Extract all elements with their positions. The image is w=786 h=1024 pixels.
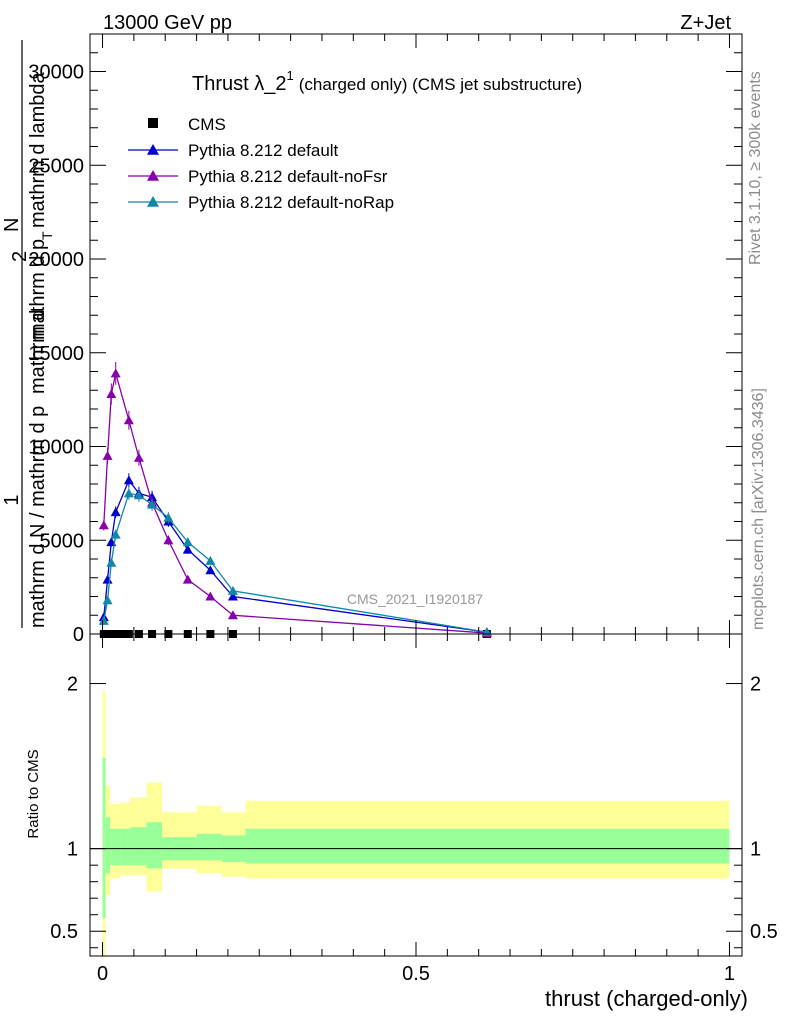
- pythia-8-212-default-nofsr-point: [102, 450, 113, 460]
- ratio-band-stat: [245, 828, 730, 864]
- legend-label-pythia-8-212-default-nofsr: Pythia 8.212 default-noFsr: [188, 167, 388, 186]
- legend: CMS Pythia 8.212 default Pythia 8.212 defa…: [128, 115, 394, 212]
- ratio-band-stat: [146, 822, 163, 869]
- ratio-tick-label-right: 1: [750, 839, 761, 861]
- ratio-tick-label-right: 2: [750, 674, 761, 696]
- x-tick-label: 0.5: [402, 963, 430, 985]
- pythia-8-212-default-nofsr-point: [123, 415, 134, 425]
- pythia-8-212-default-norap-point: [133, 490, 144, 500]
- pythia-8-212-default-norap-point: [106, 557, 117, 567]
- y-tick-label: 30000: [28, 62, 84, 84]
- y-tick-label: 0: [73, 624, 84, 646]
- y-tick-label: 10000: [28, 437, 84, 459]
- rivet-label: Rivet 3.1.10, ≥ 300k events: [747, 71, 764, 265]
- pythia-8-212-default-norap-point: [102, 595, 113, 605]
- ratio-plot-frame: [89, 633, 743, 957]
- pythia-8-212-default-norap-point: [163, 512, 174, 522]
- pythia-8-212-default-nofsr-point: [106, 389, 117, 398]
- y-label-dp: mathrm d p: [27, 239, 49, 340]
- ratio-plot-area: [90, 691, 742, 956]
- pythia-8-212-default-norap-point: [123, 488, 134, 498]
- ratio-band-stat: [102, 757, 106, 919]
- ratio-tick-label-left: 2: [67, 674, 78, 696]
- legend-marker-pythia-8-212-default-norap: [147, 196, 159, 207]
- y-label-dlambda: mathrm d lambda: [27, 72, 49, 228]
- pythia-8-212-default-norap-point: [227, 585, 238, 595]
- ratio-band-stat: [130, 827, 147, 866]
- legend-marker-pythia-8-212-default-nofsr: [147, 170, 159, 181]
- y-label-two: 2: [9, 251, 31, 262]
- pythia-8-212-default-nofsr-point: [110, 368, 121, 378]
- pythia-8-212-default-norap-point: [147, 499, 158, 509]
- y-label-one: 1: [1, 494, 23, 505]
- legend-label-cms: CMS: [188, 115, 226, 134]
- legend-marker-cms: [148, 118, 158, 128]
- pythia-8-212-default-nofsr-point: [205, 591, 216, 601]
- process-label: Z+Jet: [680, 12, 731, 34]
- mcplots-label: mcplots.cern.ch [arXiv:1306.3436]: [750, 388, 767, 630]
- y-tick-label: 20000: [28, 249, 84, 271]
- pythia-8-212-default-norap-point: [110, 529, 121, 539]
- y-axis-label: 1 mathrm d N / mathrm d p mathrm d 2 N m…: [1, 40, 55, 628]
- pythia-8-212-default-norap-line: [103, 492, 487, 633]
- ratio-tick-label-right: 0.5: [750, 921, 778, 943]
- analysis-watermark: CMS_2021_I1920187: [347, 591, 483, 607]
- pythia-8-212-default-nofsr-point: [133, 452, 144, 462]
- pythia-8-212-default-norap-point: [182, 537, 193, 547]
- main-plot-area: [98, 362, 492, 638]
- pythia-8-212-default-norap-point: [98, 615, 109, 625]
- y-label-n: N: [1, 218, 23, 232]
- y-label-t: T: [39, 231, 55, 240]
- pythia-8-212-default-point: [227, 591, 238, 601]
- ratio-tick-label-left: 0.5: [50, 921, 78, 943]
- energy-label: 13000 GeV pp: [103, 12, 232, 34]
- ratio-band-stat: [105, 817, 111, 874]
- pythia-8-212-default-point: [110, 507, 121, 517]
- x-tick-label: 1: [724, 963, 735, 985]
- y-label-d: mathrm d: [27, 310, 49, 394]
- pythia-8-212-default-nofsr-point: [182, 574, 193, 584]
- legend-label-pythia-8-212-default-norap: Pythia 8.212 default-noRap: [188, 193, 394, 212]
- y-tick-label: 15000: [28, 343, 84, 365]
- pythia-8-212-default-nofsr-point: [227, 610, 238, 620]
- ratio-band-stat: [196, 833, 222, 861]
- pythia-8-212-default-nofsr-point: [163, 535, 174, 545]
- pythia-8-212-default-point: [182, 544, 193, 554]
- y-tick-label: 5000: [40, 530, 85, 552]
- pythia-8-212-default-point: [102, 574, 113, 584]
- pythia-8-212-default-norap-point: [205, 555, 216, 565]
- ratio-band-stat: [120, 828, 131, 866]
- x-tick-label: 0: [97, 963, 108, 985]
- pythia-8-212-default-line: [103, 478, 487, 633]
- x-axis-label: thrust (charged-only): [545, 986, 748, 1011]
- y-tick-label: 25000: [28, 155, 84, 177]
- legend-marker-pythia-8-212-default: [147, 144, 159, 155]
- ratio-band-stat: [110, 828, 121, 866]
- pythia-8-212-default-point: [123, 475, 134, 485]
- legend-label-pythia-8-212-default: Pythia 8.212 default: [188, 141, 339, 160]
- pythia-8-212-default-nofsr-point: [98, 520, 109, 530]
- ratio-tick-label-left: 1: [67, 839, 78, 861]
- chart-title: Thrust λ_21 (charged only) (CMS jet subst…: [192, 68, 582, 95]
- pythia-8-212-default-point: [205, 565, 216, 575]
- y-label-dndp: mathrm d N / mathrm d p: [27, 406, 49, 628]
- ratio-y-label: Ratio to CMS: [25, 749, 42, 838]
